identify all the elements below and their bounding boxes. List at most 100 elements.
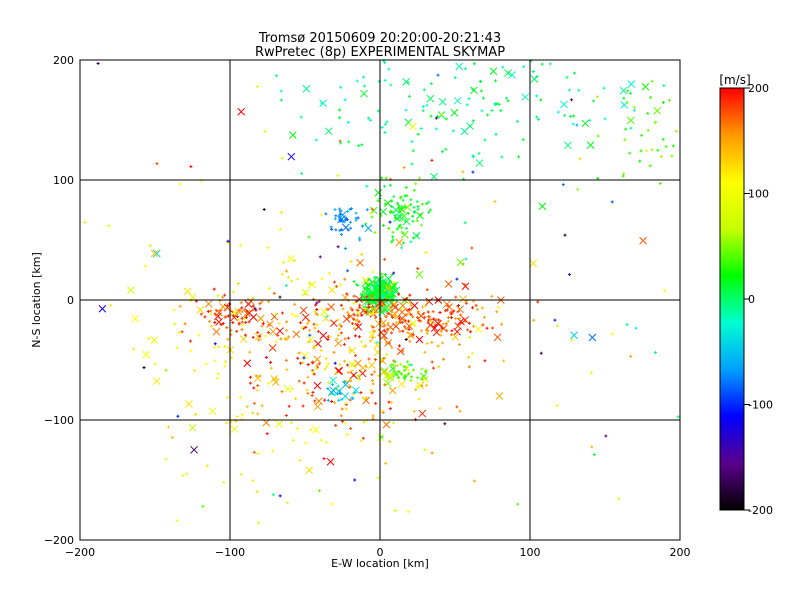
echo-cross-marker — [369, 206, 378, 215]
echo-plus-marker — [235, 311, 239, 315]
echo-plus-marker — [405, 313, 409, 317]
echo-plus-marker — [336, 333, 340, 337]
echo-plus-marker — [662, 84, 666, 88]
echo-plus-marker — [381, 296, 385, 300]
echo-plus-marker — [176, 346, 179, 350]
echo-plus-marker — [383, 382, 387, 386]
echo-cross-marker — [455, 62, 464, 71]
echo-plus-marker — [563, 113, 567, 117]
echo-cross-marker — [269, 327, 277, 336]
echo-plus-marker — [410, 139, 414, 143]
echo-plus-marker — [370, 373, 374, 377]
echo-plus-marker — [382, 336, 386, 340]
echo-plus-marker — [401, 198, 405, 202]
echo-plus-marker — [388, 440, 392, 444]
echo-plus-marker — [365, 184, 369, 188]
echo-cross-marker — [348, 360, 357, 369]
echo-plus-marker — [426, 329, 430, 333]
echo-plus-marker — [342, 359, 346, 363]
colorbar-tick-label: 0 — [748, 293, 755, 306]
echo-plus-marker — [107, 224, 111, 228]
echo-cross-marker — [396, 213, 404, 221]
echo-cross-marker — [641, 82, 650, 91]
chart-title: Tromsø 20150609 20:20:00-20:21:43 — [258, 31, 501, 46]
echo-plus-marker — [338, 327, 342, 331]
echo-plus-marker — [659, 155, 663, 159]
echo-plus-marker — [650, 148, 654, 152]
echo-plus-marker — [243, 333, 247, 337]
echo-plus-marker — [437, 365, 441, 369]
echo-plus-marker — [356, 283, 360, 287]
echo-plus-marker — [403, 325, 407, 329]
echo-plus-marker — [406, 211, 410, 215]
echo-plus-marker — [314, 138, 318, 142]
echo-plus-marker — [398, 318, 402, 322]
echo-plus-marker — [250, 296, 254, 300]
echo-cross-marker — [359, 306, 368, 315]
echo-cross-marker — [466, 122, 474, 130]
echo-cross-marker — [283, 385, 292, 393]
echo-plus-marker — [370, 215, 374, 219]
echo-plus-marker — [407, 308, 411, 312]
echo-plus-marker — [185, 472, 189, 476]
echo-plus-marker — [306, 322, 310, 326]
echo-plus-marker — [632, 108, 636, 112]
echo-plus-marker — [407, 319, 411, 323]
echo-plus-marker — [283, 336, 287, 340]
echo-cross-marker — [305, 466, 314, 475]
echo-plus-marker — [402, 365, 406, 369]
echo-plus-marker — [383, 78, 387, 82]
echo-plus-marker — [617, 497, 621, 501]
echo-plus-marker — [256, 521, 260, 525]
echo-plus-marker — [424, 304, 428, 308]
echo-plus-marker — [279, 89, 283, 93]
echo-plus-marker — [284, 358, 288, 362]
echo-plus-marker — [397, 203, 401, 207]
echo-cross-marker — [361, 285, 370, 293]
echo-plus-marker — [415, 384, 419, 388]
echo-plus-marker — [329, 225, 333, 229]
echo-plus-marker — [172, 308, 176, 312]
echo-plus-marker — [380, 176, 384, 180]
echo-plus-marker — [216, 376, 220, 380]
echo-plus-marker — [521, 138, 525, 142]
echo-plus-marker — [225, 326, 229, 330]
echo-plus-marker — [338, 228, 342, 232]
echo-plus-marker — [391, 230, 395, 234]
echo-plus-marker — [459, 313, 463, 317]
echo-plus-marker — [440, 150, 444, 154]
echo-plus-marker — [398, 210, 402, 214]
echo-plus-marker — [409, 303, 413, 307]
colorbar-label: [m/s] — [719, 73, 750, 87]
echo-plus-marker — [315, 308, 319, 312]
echo-cross-marker — [388, 364, 397, 373]
echo-plus-marker — [143, 264, 147, 268]
echo-plus-marker — [648, 164, 652, 168]
echo-plus-marker — [493, 103, 497, 107]
echo-plus-marker — [420, 367, 424, 371]
echo-plus-marker — [423, 315, 427, 319]
echo-plus-marker — [461, 170, 465, 174]
echo-plus-marker — [453, 76, 457, 80]
echo-plus-marker — [232, 290, 236, 294]
echo-plus-marker — [240, 413, 244, 417]
echo-cross-marker — [275, 419, 283, 428]
echo-plus-marker — [467, 365, 471, 369]
echo-plus-marker — [405, 373, 409, 377]
echo-plus-marker — [649, 95, 653, 99]
echo-plus-marker — [365, 295, 369, 299]
echo-plus-marker — [625, 323, 629, 327]
y-tick-label: −200 — [44, 534, 74, 547]
echo-plus-marker — [392, 314, 396, 318]
echo-plus-marker — [467, 97, 471, 101]
echo-cross-marker — [402, 78, 410, 86]
echo-plus-marker — [414, 182, 418, 186]
echo-plus-marker — [332, 350, 336, 354]
echo-plus-marker — [493, 79, 497, 83]
echo-plus-marker — [392, 271, 396, 275]
echo-plus-marker — [311, 361, 315, 365]
echo-cross-marker — [397, 380, 406, 388]
echo-plus-marker — [418, 176, 422, 180]
echo-plus-marker — [491, 326, 495, 330]
echo-plus-marker — [338, 108, 342, 112]
